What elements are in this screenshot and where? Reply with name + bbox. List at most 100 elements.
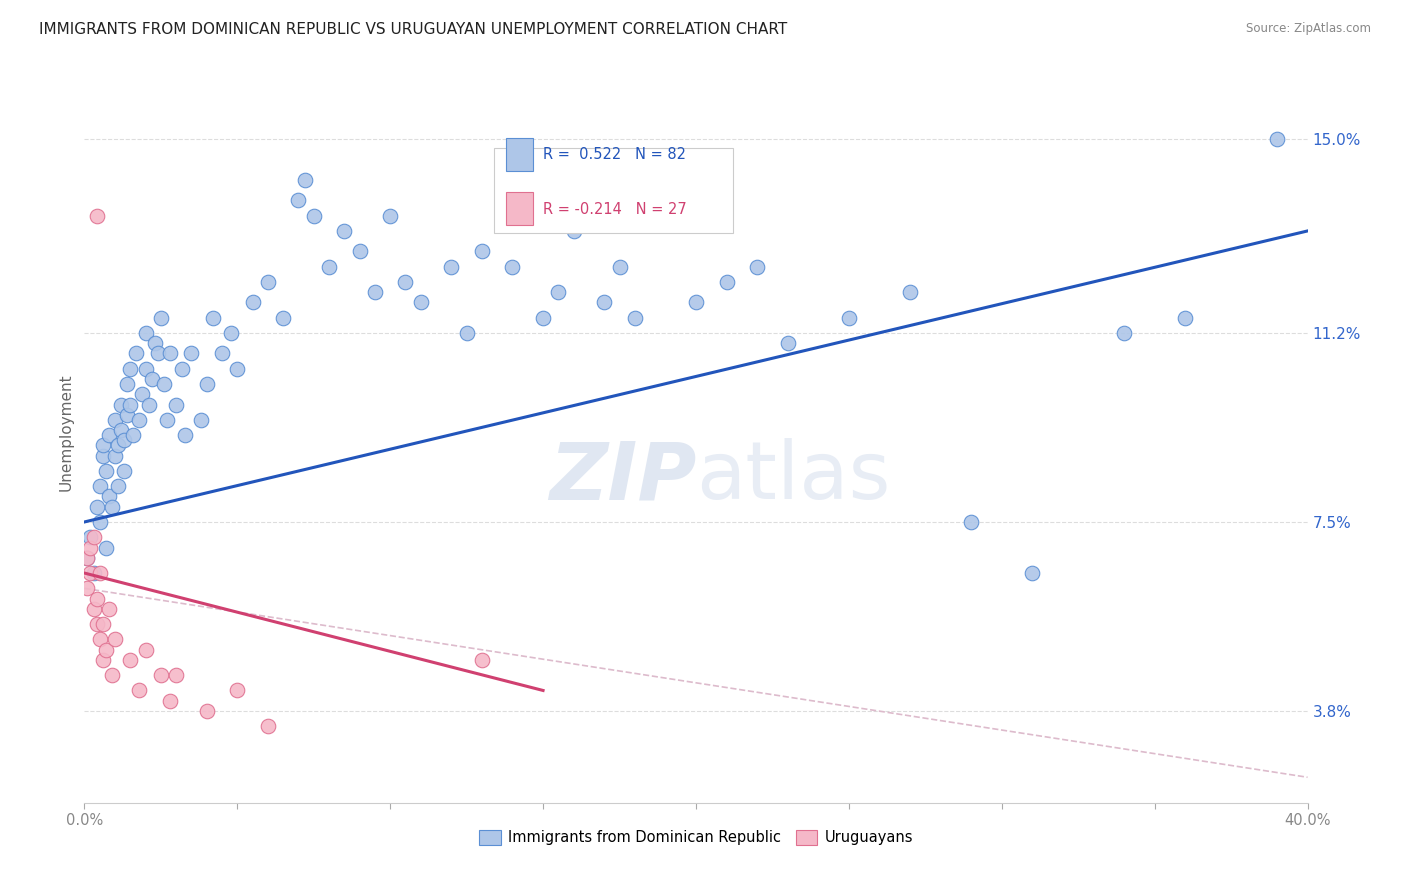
Point — [135, 642, 157, 657]
Point — [562, 224, 585, 238]
Point — [364, 285, 387, 300]
Point — [149, 310, 172, 325]
Point — [149, 668, 172, 682]
Text: R =  0.522   N = 82: R = 0.522 N = 82 — [543, 147, 686, 162]
Point — [195, 377, 218, 392]
Point — [502, 260, 524, 274]
Point — [115, 408, 138, 422]
Point — [138, 398, 160, 412]
Point — [547, 285, 569, 300]
Point — [257, 719, 280, 733]
Point — [593, 295, 616, 310]
Point — [76, 550, 98, 565]
Point — [1174, 310, 1197, 325]
Point — [107, 479, 129, 493]
Legend: Immigrants from Dominican Republic, Uruguayans: Immigrants from Dominican Republic, Urug… — [472, 824, 920, 851]
Point — [159, 694, 181, 708]
Point — [76, 582, 98, 596]
Point — [302, 209, 325, 223]
FancyBboxPatch shape — [494, 147, 733, 233]
Point — [333, 224, 356, 238]
Point — [165, 398, 187, 412]
Point — [89, 632, 111, 647]
Point — [211, 346, 233, 360]
Point — [1265, 132, 1288, 146]
Point — [83, 601, 105, 615]
Point — [146, 346, 169, 360]
Point — [83, 530, 105, 544]
Point — [89, 479, 111, 493]
Point — [120, 398, 142, 412]
Point — [128, 683, 150, 698]
Point — [128, 413, 150, 427]
Point — [716, 275, 738, 289]
Point — [440, 260, 463, 274]
Point — [97, 428, 120, 442]
Y-axis label: Unemployment: Unemployment — [58, 374, 73, 491]
Point — [104, 413, 127, 427]
Point — [110, 398, 132, 412]
Point — [86, 617, 108, 632]
FancyBboxPatch shape — [506, 192, 533, 226]
Point — [83, 566, 105, 580]
Text: ZIP: ZIP — [548, 438, 696, 516]
Point — [201, 310, 224, 325]
Point — [101, 668, 124, 682]
Point — [125, 346, 148, 360]
Point — [349, 244, 371, 259]
Point — [91, 653, 114, 667]
Point — [838, 310, 860, 325]
Point — [219, 326, 242, 340]
Point — [97, 490, 120, 504]
Point — [94, 642, 117, 657]
Point — [776, 336, 799, 351]
Point — [409, 295, 432, 310]
Point — [471, 244, 494, 259]
Point — [960, 515, 983, 529]
Point — [172, 361, 194, 376]
Point — [79, 530, 101, 544]
Point — [120, 653, 142, 667]
Point — [287, 194, 309, 208]
Point — [89, 515, 111, 529]
Point — [97, 601, 120, 615]
Point — [120, 361, 142, 376]
Point — [86, 209, 108, 223]
Text: atlas: atlas — [696, 438, 890, 516]
Point — [153, 377, 176, 392]
Point — [159, 346, 181, 360]
Point — [135, 326, 157, 340]
Point — [112, 434, 135, 448]
Point — [79, 566, 101, 580]
Point — [94, 541, 117, 555]
Point — [195, 704, 218, 718]
Point — [110, 423, 132, 437]
Point — [101, 500, 124, 514]
Point — [91, 449, 114, 463]
Text: Source: ZipAtlas.com: Source: ZipAtlas.com — [1246, 22, 1371, 36]
Point — [180, 346, 202, 360]
Text: R = -0.214   N = 27: R = -0.214 N = 27 — [543, 202, 686, 217]
Point — [112, 464, 135, 478]
Point — [898, 285, 921, 300]
Point — [609, 260, 631, 274]
FancyBboxPatch shape — [506, 138, 533, 171]
Point — [143, 336, 166, 351]
Point — [226, 361, 249, 376]
Point — [531, 310, 554, 325]
Point — [271, 310, 294, 325]
Point — [257, 275, 280, 289]
Point — [107, 438, 129, 452]
Text: IMMIGRANTS FROM DOMINICAN REPUBLIC VS URUGUAYAN UNEMPLOYMENT CORRELATION CHART: IMMIGRANTS FROM DOMINICAN REPUBLIC VS UR… — [39, 22, 787, 37]
Point — [174, 428, 197, 442]
Point — [165, 668, 187, 682]
Point — [1021, 566, 1043, 580]
Point — [91, 617, 114, 632]
Point — [131, 387, 153, 401]
Point — [294, 173, 316, 187]
Point — [380, 209, 402, 223]
Point — [141, 372, 163, 386]
Point — [747, 260, 769, 274]
Point — [86, 591, 108, 606]
Point — [242, 295, 264, 310]
